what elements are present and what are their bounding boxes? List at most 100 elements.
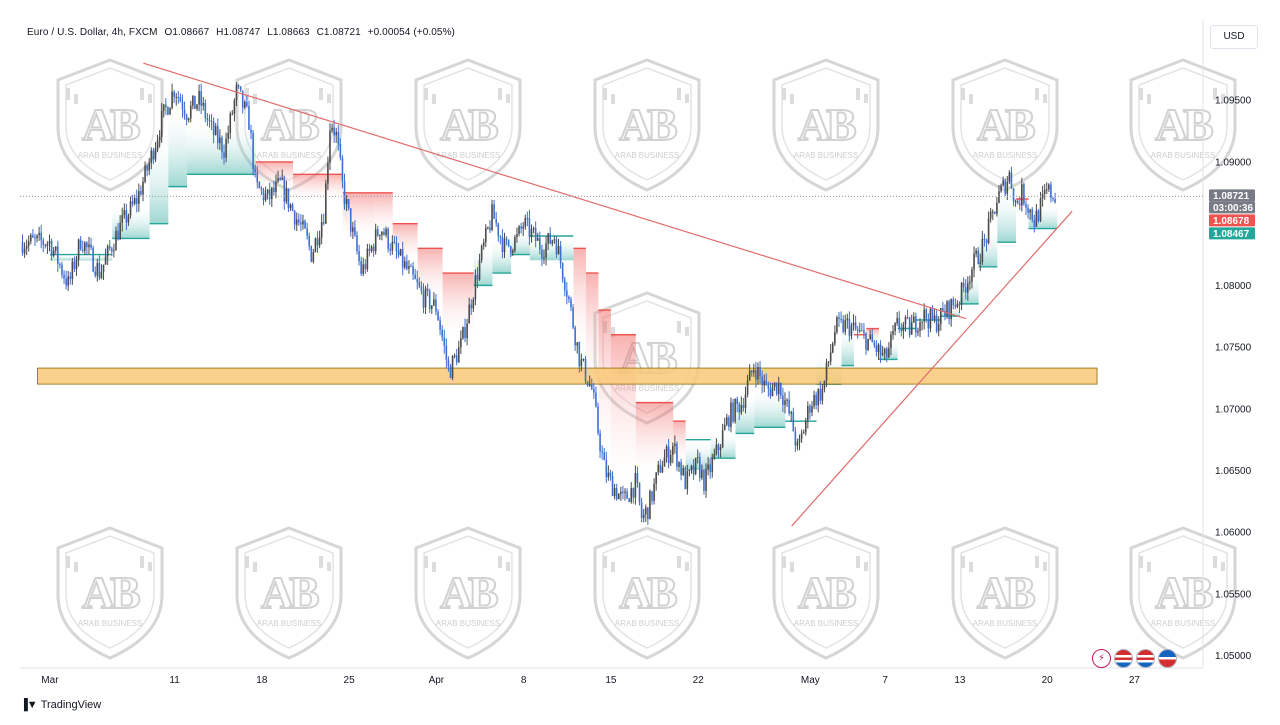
candle-body [624, 491, 626, 493]
candle-body [900, 328, 903, 332]
candle-body [325, 183, 327, 224]
candle-body [877, 344, 880, 352]
candle-body [522, 226, 525, 229]
candle-body [711, 458, 714, 473]
candle-body [327, 163, 329, 184]
candle-body [138, 191, 140, 204]
candle-body [532, 228, 535, 230]
x-tick-label: 8 [521, 675, 527, 686]
watermark-text: ARAB BUSINESS [78, 619, 142, 628]
trendline-layer[interactable] [143, 62, 1073, 527]
candle-body [337, 132, 340, 144]
candle-body [730, 402, 732, 427]
candles-layer[interactable] [21, 82, 1056, 525]
us-flag-icon[interactable] [1114, 649, 1133, 668]
candle-body [603, 452, 606, 461]
watermark-logo [414, 526, 522, 660]
candle-body [707, 464, 709, 470]
candle-body [422, 290, 425, 308]
candle-body [202, 102, 205, 106]
candle-body [437, 311, 439, 321]
ohlc-close: C1.08721 [316, 27, 361, 38]
candle-body [773, 382, 776, 387]
candle-body [740, 405, 743, 413]
candle-body [308, 235, 311, 247]
candle-body [158, 136, 161, 141]
lightning-icon[interactable]: ⚡ [1092, 649, 1111, 668]
candle-body [279, 178, 281, 180]
candle-body [154, 148, 157, 160]
tradingview-logo-icon[interactable]: ▐▼ [20, 699, 38, 711]
candle-body [854, 322, 857, 330]
candle-body [216, 126, 219, 144]
candle-body [611, 476, 614, 497]
y-tick-label: 1.09500 [1215, 96, 1252, 107]
candle-body [391, 241, 394, 251]
candle-body [223, 152, 225, 158]
candle-body [106, 245, 109, 257]
candle-body [661, 466, 664, 473]
candle-body [682, 467, 684, 476]
candle-body [771, 386, 774, 397]
candle-body [449, 366, 452, 379]
candle-body [179, 97, 182, 102]
candle-body [902, 324, 905, 332]
candle-body [636, 473, 639, 483]
currency-button[interactable]: USD [1210, 25, 1258, 49]
candle-body [996, 202, 998, 214]
candle-body [842, 319, 844, 332]
candle-body [549, 233, 552, 244]
candle-body [352, 227, 354, 232]
candle-body [850, 325, 853, 336]
candle-body [312, 251, 315, 262]
candle-body [719, 447, 722, 450]
footer-brand[interactable]: TradingView [40, 699, 102, 711]
candle-body [395, 242, 398, 252]
candle-body [457, 347, 460, 363]
candle-body [210, 121, 213, 123]
candle-body [121, 215, 124, 223]
candle-body [962, 282, 965, 288]
us-flag-icon-2[interactable] [1136, 649, 1155, 668]
watermark-text: ARAB BUSINESS [436, 619, 500, 628]
candle-body [950, 299, 952, 320]
candle-body [964, 287, 967, 293]
candle-body [362, 264, 365, 274]
watermark-logo [1129, 58, 1237, 192]
candle-body [925, 309, 928, 320]
candle-body [57, 246, 59, 264]
candle-body [98, 263, 101, 279]
candle-body [933, 315, 936, 320]
candle-body [669, 454, 672, 463]
candle-body [873, 342, 876, 346]
candle-body [709, 464, 711, 473]
candle-body [967, 283, 969, 293]
y-tick-label: 1.06500 [1215, 466, 1252, 477]
candle-body [821, 388, 824, 401]
candle-body [331, 127, 333, 131]
candle-body [576, 342, 579, 346]
candle-body [433, 299, 435, 306]
candle-body [470, 304, 473, 309]
eu-flag-icon[interactable] [1158, 649, 1177, 668]
symbol-name[interactable]: Euro / U.S. Dollar, 4h, FXCM [27, 27, 158, 38]
candle-body [135, 198, 138, 204]
candle-body [896, 318, 898, 324]
candle-body [518, 226, 520, 234]
stop-band-bull [735, 390, 755, 434]
candle-body [54, 246, 57, 251]
candle-body [127, 215, 130, 223]
candle-body [620, 491, 622, 494]
candle-body [497, 223, 500, 237]
y-tick-label: 1.07500 [1215, 343, 1252, 354]
candle-body [998, 191, 1000, 203]
candle-body [46, 243, 49, 246]
candle-body [622, 491, 624, 493]
candle-body [241, 90, 244, 108]
candle-body [322, 222, 325, 224]
candle-body [863, 330, 865, 334]
candle-body [410, 266, 412, 268]
stop-band-bull [959, 273, 979, 304]
